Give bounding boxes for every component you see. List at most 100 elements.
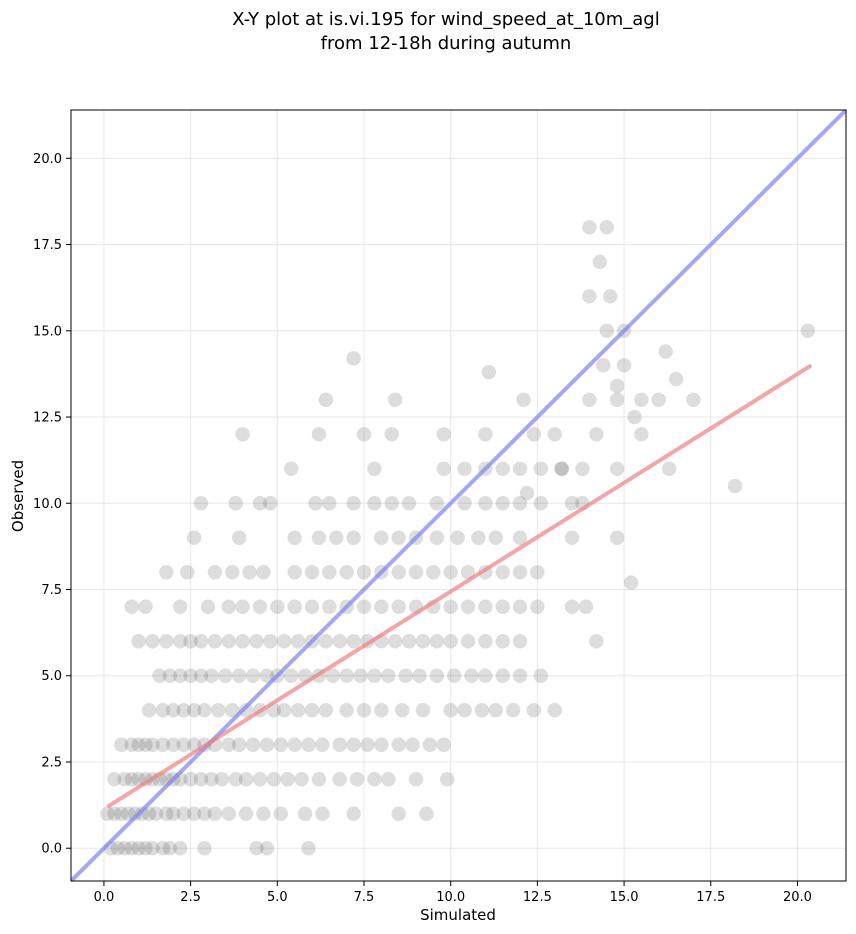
scatter-point [211, 703, 226, 718]
scatter-point [609, 461, 625, 476]
scatter-point [308, 496, 323, 511]
scatter-point [173, 599, 188, 614]
scatter-point [107, 806, 122, 821]
scatter-point [436, 737, 451, 752]
x-tick-label: 17.5 [696, 890, 725, 905]
scatter-point [235, 599, 250, 614]
scatter-point [287, 565, 302, 580]
scatter-point [408, 772, 424, 787]
scatter-point [155, 737, 171, 752]
scatter-point [197, 841, 212, 856]
scatter-point [727, 478, 743, 494]
scatter-point [110, 841, 126, 856]
scatter-point [315, 737, 330, 752]
scatter-point [547, 427, 562, 442]
scatter-point [353, 668, 368, 683]
identity-line [71, 110, 846, 881]
scatter-point [121, 806, 136, 821]
scatter-point [221, 806, 236, 821]
x-tick-label: 10.0 [436, 890, 465, 905]
scatter-point [564, 530, 580, 545]
scatter-point [339, 703, 354, 718]
scatter-point [367, 668, 382, 683]
scatter-point [589, 634, 604, 649]
scatter-point [280, 772, 295, 787]
scatter-point [495, 565, 510, 580]
scatter-point [270, 599, 285, 614]
scatter-point [460, 565, 476, 580]
scatter-point [273, 806, 288, 821]
scatter-point [141, 806, 157, 821]
y-tick-label: 12.5 [33, 411, 62, 426]
scatter-point [401, 634, 417, 649]
scatter-point [349, 772, 365, 787]
scatter-point [429, 530, 445, 545]
scatter-point [100, 806, 115, 821]
scatter-point [228, 772, 243, 787]
scatter-point [311, 772, 327, 787]
scatter-point [547, 703, 562, 718]
scatter-point [512, 599, 528, 614]
scatter-point [186, 530, 202, 545]
scatter-point [221, 737, 236, 752]
scatter-point [582, 392, 597, 407]
scatter-point [287, 599, 302, 614]
scatter-point [609, 530, 625, 545]
scatter-point [533, 461, 549, 476]
scatter-point [356, 703, 372, 718]
scatter-point [516, 392, 531, 407]
scatter-point [474, 703, 490, 718]
scatter-point [512, 461, 528, 476]
chart-title-line-2: from 12-18h during autumn [321, 33, 572, 54]
scatter-point [318, 392, 334, 407]
scatter-point [436, 427, 451, 442]
y-tick-label: 5.0 [41, 669, 62, 684]
scatter-point [391, 530, 406, 545]
scatter-point [173, 841, 188, 856]
scatter-point [408, 565, 424, 580]
scatter-point [127, 806, 143, 821]
scatter-point [197, 806, 212, 821]
scatter-point [148, 806, 164, 821]
scatter-point [277, 703, 292, 718]
scatter-point [488, 530, 503, 545]
scatter-point [419, 806, 434, 821]
scatter-point [225, 565, 240, 580]
scatter-point [238, 703, 254, 718]
scatter-point [412, 668, 427, 683]
x-tick-label: 7.5 [354, 890, 375, 905]
scatter-point [374, 737, 389, 752]
scatter-point [297, 806, 313, 821]
scatter-point [155, 703, 171, 718]
scatter-point [322, 599, 337, 614]
scatter-point [512, 530, 528, 545]
plot-frame [70, 109, 847, 882]
scatter-point [266, 772, 282, 787]
scatter-point [391, 737, 406, 752]
scatter-point [533, 496, 549, 511]
scatter-point [388, 392, 403, 407]
scatter-point [259, 737, 275, 752]
scatter-point [478, 496, 493, 511]
scatter-point [155, 841, 171, 856]
scatter-point [609, 392, 625, 407]
scatter-point [290, 634, 306, 649]
x-tick-label: 20.0 [783, 890, 812, 905]
scatter-point [505, 703, 521, 718]
scatter-point [374, 599, 389, 614]
scatter-point [131, 841, 146, 856]
scatter-point [495, 599, 510, 614]
scatter-point [134, 806, 150, 821]
scatter-point [304, 599, 320, 614]
scatter-point [464, 668, 479, 683]
scatter-point [398, 668, 413, 683]
scatter-point [231, 668, 247, 683]
scatter-point [207, 634, 223, 649]
scatter-point [173, 634, 188, 649]
scatter-point [245, 737, 261, 752]
scatter-point [457, 496, 472, 511]
scatter-point [426, 565, 441, 580]
scatter-point [658, 344, 673, 359]
scatter-point [322, 496, 337, 511]
y-tick-label: 7.5 [41, 583, 62, 598]
